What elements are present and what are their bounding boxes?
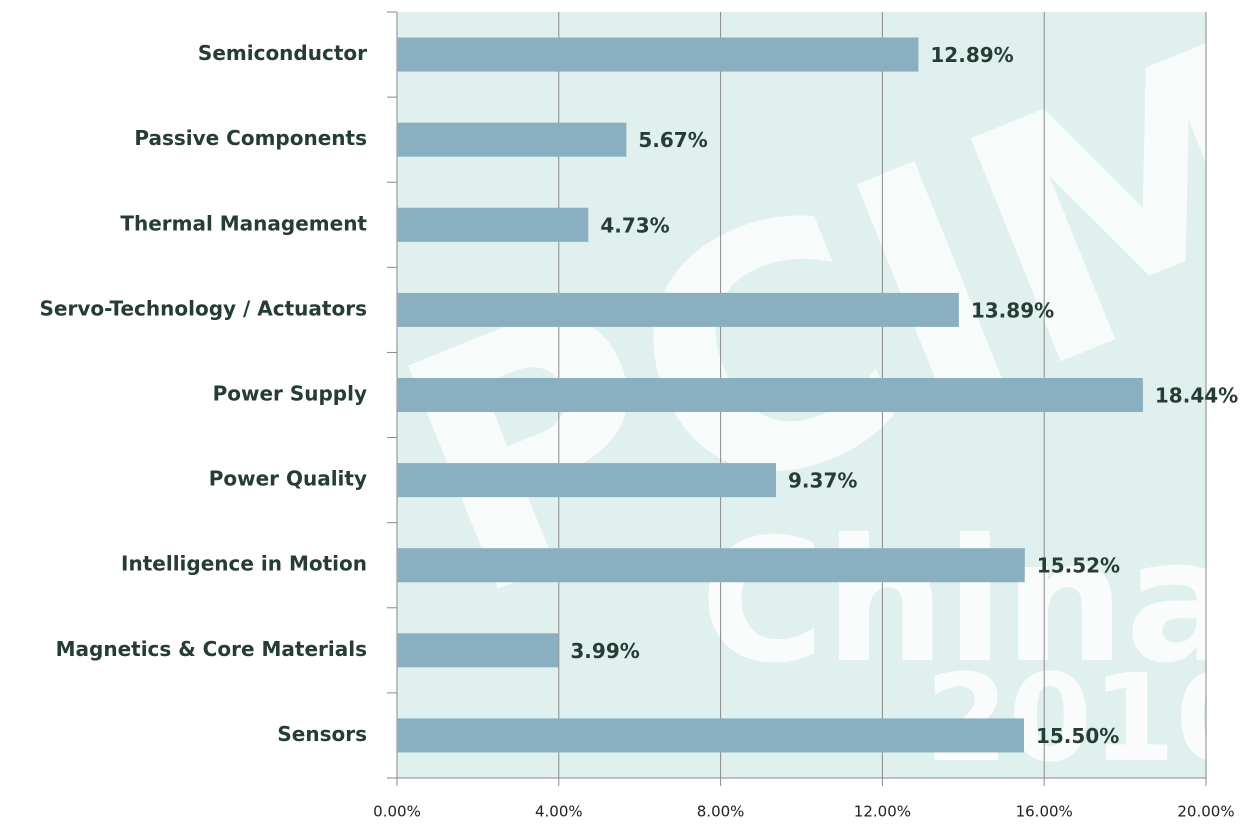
y-tick-label: Power Quality <box>209 467 367 491</box>
y-tick-label: Sensors <box>277 722 367 746</box>
value-label: 5.67% <box>638 128 707 152</box>
bar <box>397 37 919 72</box>
bar <box>397 292 959 327</box>
bar <box>397 463 777 498</box>
value-label: 18.44% <box>1155 384 1238 408</box>
y-tick-label: Semiconductor <box>198 41 367 65</box>
value-label: 15.52% <box>1037 554 1120 578</box>
bar <box>397 207 589 242</box>
y-tick-label: Power Supply <box>213 382 367 406</box>
value-label: 13.89% <box>971 298 1054 322</box>
x-tick-label: 16.00% <box>1016 803 1073 821</box>
x-tick-label: 8.00% <box>697 803 745 821</box>
x-tick-label: 4.00% <box>535 803 583 821</box>
y-tick-label: Servo-Technology / Actuators <box>40 296 367 320</box>
y-tick-label: Thermal Management <box>120 211 367 235</box>
bar <box>397 633 559 668</box>
watermark: China <box>700 503 1240 701</box>
bar <box>397 377 1143 413</box>
value-label: 12.89% <box>930 43 1013 67</box>
y-tick-label: Intelligence in Motion <box>121 552 367 576</box>
value-label: 15.50% <box>1036 724 1119 748</box>
y-tick-label: Passive Components <box>134 126 367 150</box>
value-label: 9.37% <box>788 469 857 493</box>
value-label: 3.99% <box>570 639 639 663</box>
bar <box>397 548 1025 583</box>
y-tick-label: Magnetics & Core Materials <box>56 637 367 661</box>
bar <box>397 718 1024 753</box>
x-tick-label: 0.00% <box>373 803 421 821</box>
x-tick-label: 20.00% <box>1177 803 1234 821</box>
value-label: 4.73% <box>600 213 669 237</box>
bar <box>397 122 627 157</box>
x-tick-label: 12.00% <box>854 803 911 821</box>
